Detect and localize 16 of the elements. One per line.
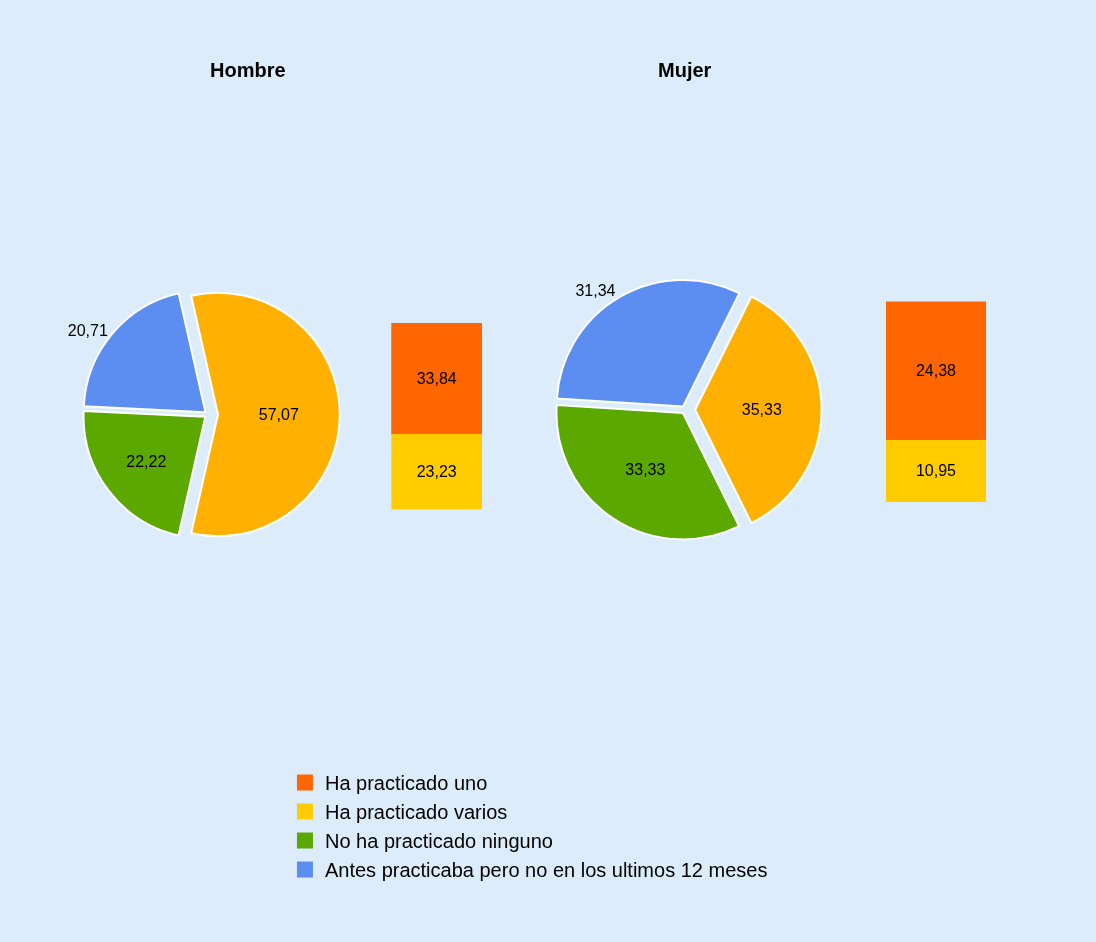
data-label: 24,38 [915, 362, 957, 380]
legend-label: Ha practicado uno [324, 772, 488, 795]
data-label: 33,84 [416, 369, 457, 387]
data-label: 10,95 [915, 462, 957, 480]
chart-title: Hombre [210, 59, 286, 81]
legend-label: Antes practicaba pero no en los ultimos 12 meses [324, 859, 768, 882]
data-label: 33,33 [625, 460, 666, 478]
data-label: 20,71 [67, 321, 108, 339]
data-label: 31,34 [575, 282, 616, 300]
legend-label: Ha practicado varios [324, 801, 508, 824]
data-label: 35,33 [741, 401, 782, 419]
chart-title: Mujer [658, 59, 712, 81]
data-label: 22,22 [126, 453, 167, 471]
legend-label: No ha practicado ninguno [324, 830, 553, 853]
data-label: 57,07 [258, 405, 299, 423]
data-label: 23,23 [416, 463, 457, 481]
